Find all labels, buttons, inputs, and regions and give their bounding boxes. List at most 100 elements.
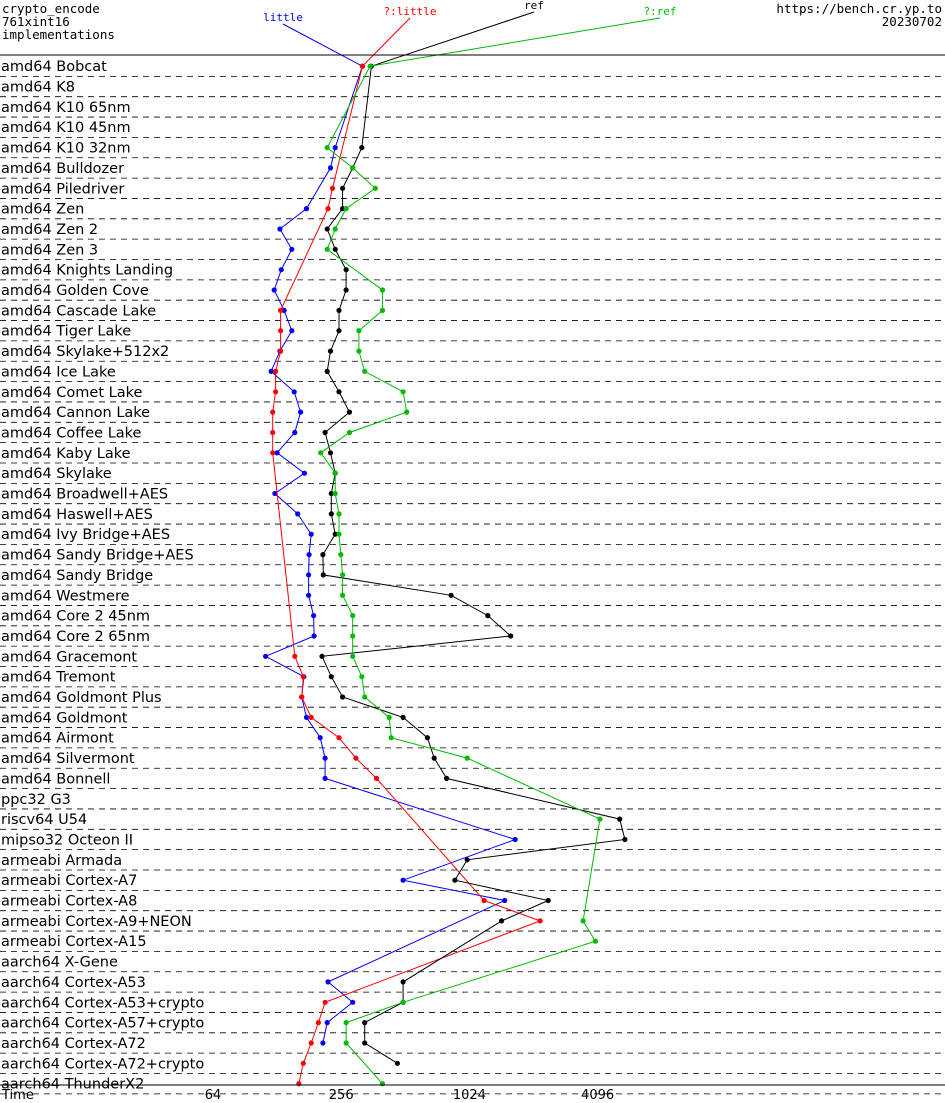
header-right-line2: 20230702 — [882, 14, 942, 29]
data-point — [359, 63, 365, 69]
data-point — [350, 613, 356, 619]
series-legend-label: ?:ref — [643, 5, 676, 18]
header-left-line1: crypto_encode — [2, 1, 100, 16]
category-label: amd64 Core 2 65nm — [1, 629, 150, 645]
data-point — [617, 816, 623, 822]
category-label: armeabi Cortex-A15 — [1, 934, 147, 950]
data-point — [319, 653, 325, 659]
category-label: amd64 Skylake+512x2 — [1, 344, 169, 360]
category-label: amd64 Goldmont — [1, 710, 128, 726]
category-label: amd64 Sandy Bridge+AES — [1, 548, 194, 564]
data-point — [372, 185, 378, 191]
data-point — [322, 429, 328, 436]
data-point — [386, 714, 392, 721]
category-label: ppc32 G3 — [1, 792, 71, 808]
category-label: amd64 Coffee Lake — [1, 425, 142, 441]
category-label: amd64 Broadwell+AES — [1, 487, 168, 503]
category-label: amd64 Core 2 45nm — [1, 609, 150, 625]
data-point — [336, 389, 342, 395]
data-point — [362, 694, 368, 700]
data-point — [373, 775, 380, 782]
category-label: aarch64 Cortex-A57+crypto — [1, 1016, 204, 1032]
data-point — [324, 226, 330, 232]
category-label: amd64 Gracemont — [1, 649, 137, 665]
data-point — [278, 267, 284, 273]
data-point — [327, 450, 334, 456]
data-point — [485, 613, 491, 619]
data-point — [362, 1020, 368, 1026]
data-point — [332, 246, 338, 252]
data-point — [502, 897, 508, 904]
category-label: amd64 Cascade Lake — [1, 303, 156, 319]
data-point — [332, 470, 338, 476]
category-label: amd64 K10 45nm — [1, 120, 131, 136]
data-point — [340, 572, 346, 578]
category-label: amd64 Sandy Bridge — [1, 568, 153, 584]
category-label: amd64 Knights Landing — [1, 263, 173, 279]
data-point — [311, 613, 317, 619]
data-point — [452, 877, 458, 883]
data-point — [301, 470, 307, 476]
data-point — [597, 816, 603, 822]
tick-layer: 64 256 1024 4096 — [205, 1088, 614, 1103]
category-label: amd64 Golden Cove — [1, 283, 149, 299]
data-point — [424, 735, 430, 741]
header-left-line3: implementations — [2, 27, 115, 42]
data-point — [336, 307, 342, 313]
data-point — [340, 592, 346, 598]
data-point — [268, 368, 274, 374]
data-point — [379, 287, 386, 293]
data-point — [300, 1060, 306, 1066]
data-point — [431, 755, 437, 761]
series-legend-label: little — [263, 11, 303, 24]
data-point — [400, 389, 406, 395]
data-point — [343, 287, 349, 293]
data-point — [303, 206, 310, 212]
data-point — [270, 429, 276, 436]
data-point — [273, 389, 279, 395]
category-label: amd64 Bobcat — [1, 59, 107, 75]
data-point — [464, 857, 470, 863]
data-point — [278, 348, 284, 354]
data-point — [271, 287, 277, 293]
header-left-line2: 761xint16 — [2, 14, 70, 29]
data-point — [367, 63, 373, 69]
data-point — [537, 918, 543, 924]
data-point — [292, 653, 298, 659]
category-label: aarch64 X-Gene — [1, 955, 118, 971]
data-point — [508, 633, 514, 639]
data-point — [328, 490, 334, 497]
data-point — [332, 531, 338, 537]
category-label: amd64 K10 65nm — [1, 100, 131, 116]
data-point — [278, 307, 284, 313]
data-point — [343, 1040, 349, 1046]
data-point — [394, 1060, 400, 1066]
series-legend-label: ref — [524, 0, 544, 12]
data-point — [388, 735, 394, 741]
data-point — [336, 328, 342, 334]
data-point — [580, 918, 586, 924]
x-tick-label: 256 — [329, 1088, 354, 1103]
data-point — [350, 633, 356, 639]
data-point — [291, 389, 297, 395]
data-point — [318, 450, 324, 456]
data-point — [400, 999, 406, 1005]
category-label: aarch64 Cortex-A53+crypto — [1, 995, 204, 1011]
series-line — [272, 17, 542, 1084]
data-point — [545, 897, 551, 904]
category-label: amd64 Piledriver — [1, 181, 124, 197]
category-label: amd64 Bulldozer — [1, 161, 124, 177]
data-point — [343, 1020, 349, 1026]
category-label: armeabi Cortex-A8 — [1, 894, 137, 910]
data-point — [270, 409, 276, 415]
data-point — [346, 409, 353, 415]
category-label: amd64 Comet Lake — [1, 385, 142, 401]
x-tick-label: 1024 — [453, 1088, 486, 1103]
x-tick-label: 64 — [205, 1088, 222, 1103]
data-point — [306, 592, 312, 598]
category-label: amd64 Zen — [1, 202, 84, 218]
data-point — [274, 450, 280, 456]
category-label: riscv64 U54 — [1, 812, 87, 828]
data-point — [332, 490, 338, 497]
